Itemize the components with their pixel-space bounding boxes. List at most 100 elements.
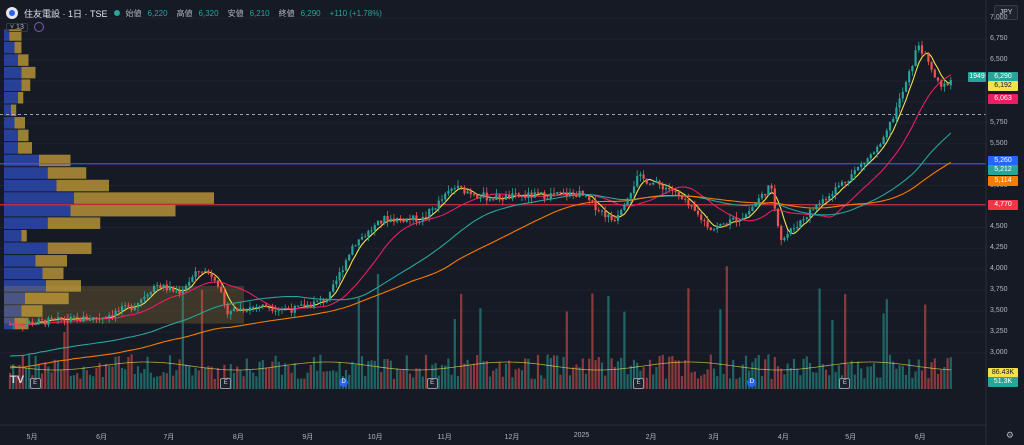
- candle-body[interactable]: [706, 221, 709, 228]
- candle-body[interactable]: [316, 300, 319, 302]
- candle-body[interactable]: [344, 260, 348, 271]
- candle-body[interactable]: [354, 245, 357, 247]
- candle-body[interactable]: [408, 218, 412, 220]
- candle-body[interactable]: [168, 286, 172, 291]
- candle-body[interactable]: [648, 183, 652, 185]
- candle-body[interactable]: [21, 325, 24, 327]
- candle-body[interactable]: [716, 225, 719, 230]
- candle-body[interactable]: [229, 311, 232, 315]
- symbol-title[interactable]: 住友電設 · 1日 · TSE: [24, 8, 108, 19]
- candle-body[interactable]: [69, 316, 72, 322]
- candle-body[interactable]: [236, 308, 239, 311]
- candle-body[interactable]: [50, 317, 53, 319]
- settings-gear-icon[interactable]: ⚙: [1005, 430, 1014, 440]
- earnings-badge[interactable]: E: [633, 378, 644, 389]
- candle-body[interactable]: [479, 197, 482, 199]
- candle-body[interactable]: [674, 190, 677, 192]
- candle-body[interactable]: [818, 203, 821, 205]
- candle-body[interactable]: [373, 225, 376, 231]
- candle-body[interactable]: [760, 193, 764, 199]
- candle-body[interactable]: [159, 285, 162, 289]
- candle-body[interactable]: [748, 211, 751, 215]
- candle-body[interactable]: [917, 45, 920, 51]
- candle-body[interactable]: [498, 194, 501, 200]
- candle-body[interactable]: [776, 208, 780, 227]
- candle-body[interactable]: [466, 191, 469, 194]
- candle-body[interactable]: [258, 306, 261, 308]
- candle-body[interactable]: [405, 218, 408, 222]
- candle-body[interactable]: [773, 188, 776, 209]
- candle-body[interactable]: [914, 50, 917, 67]
- candle-body[interactable]: [351, 245, 354, 255]
- candle-body[interactable]: [840, 182, 844, 186]
- candle-body[interactable]: [367, 230, 370, 237]
- candle-body[interactable]: [24, 323, 28, 326]
- candle-body[interactable]: [536, 192, 540, 194]
- candle-body[interactable]: [808, 209, 812, 218]
- candle-body[interactable]: [210, 273, 213, 278]
- candle-body[interactable]: [860, 164, 863, 167]
- candle-body[interactable]: [431, 208, 434, 210]
- candle-body[interactable]: [700, 214, 703, 220]
- candle-body[interactable]: [306, 304, 309, 308]
- candle-body[interactable]: [165, 284, 168, 291]
- candle-body[interactable]: [584, 195, 588, 197]
- candle-body[interactable]: [261, 304, 264, 307]
- candle-body[interactable]: [600, 210, 604, 212]
- candle-body[interactable]: [869, 154, 872, 159]
- candle-body[interactable]: [664, 187, 668, 190]
- candle-body[interactable]: [60, 317, 63, 321]
- candle-body[interactable]: [239, 308, 242, 311]
- candle-body[interactable]: [831, 194, 834, 197]
- candle-body[interactable]: [687, 199, 690, 206]
- dividend-badge[interactable]: D: [747, 378, 757, 387]
- candle-body[interactable]: [312, 301, 316, 308]
- candle-body[interactable]: [213, 277, 216, 281]
- candle-body[interactable]: [517, 193, 520, 197]
- candle-body[interactable]: [232, 308, 236, 312]
- candle-body[interactable]: [850, 174, 853, 182]
- candle-body[interactable]: [572, 192, 575, 194]
- candle-body[interactable]: [124, 305, 127, 307]
- candle-body[interactable]: [728, 219, 732, 226]
- candle-body[interactable]: [428, 209, 431, 218]
- candle-body[interactable]: [456, 185, 460, 189]
- candle-body[interactable]: [184, 285, 188, 290]
- candle-body[interactable]: [629, 193, 632, 199]
- candle-body[interactable]: [188, 281, 191, 286]
- candle-body[interactable]: [652, 182, 655, 185]
- candle-body[interactable]: [540, 192, 543, 194]
- candle-body[interactable]: [738, 219, 741, 222]
- candle-body[interactable]: [418, 221, 421, 223]
- candle-body[interactable]: [136, 302, 140, 308]
- candle-body[interactable]: [453, 188, 456, 190]
- horizontal-levels[interactable]: [0, 114, 986, 206]
- candle-body[interactable]: [399, 218, 402, 220]
- candle-body[interactable]: [607, 214, 610, 218]
- dividend-badge[interactable]: D: [339, 378, 349, 387]
- candle-body[interactable]: [117, 310, 120, 312]
- candle-body[interactable]: [146, 294, 149, 297]
- candle-body[interactable]: [156, 285, 159, 287]
- candle-body[interactable]: [940, 80, 943, 87]
- candle-body[interactable]: [114, 310, 117, 317]
- candle-body[interactable]: [863, 162, 866, 165]
- candle-body[interactable]: [152, 285, 156, 293]
- candle-body[interactable]: [495, 194, 498, 200]
- candle-body[interactable]: [469, 191, 472, 195]
- candle-body[interactable]: [757, 198, 760, 204]
- candle-body[interactable]: [389, 218, 392, 222]
- candle-body[interactable]: [837, 185, 840, 188]
- candle-body[interactable]: [671, 189, 674, 191]
- candle-body[interactable]: [712, 229, 716, 231]
- candle-body[interactable]: [511, 193, 514, 199]
- candle-body[interactable]: [844, 182, 847, 184]
- candle-body[interactable]: [72, 316, 76, 318]
- candle-body[interactable]: [552, 193, 556, 195]
- candle-body[interactable]: [380, 220, 383, 224]
- candle-body[interactable]: [44, 319, 47, 325]
- candle-body[interactable]: [40, 319, 44, 321]
- candle-body[interactable]: [319, 299, 322, 301]
- candle-body[interactable]: [501, 199, 504, 201]
- earnings-badge[interactable]: E: [29, 378, 41, 389]
